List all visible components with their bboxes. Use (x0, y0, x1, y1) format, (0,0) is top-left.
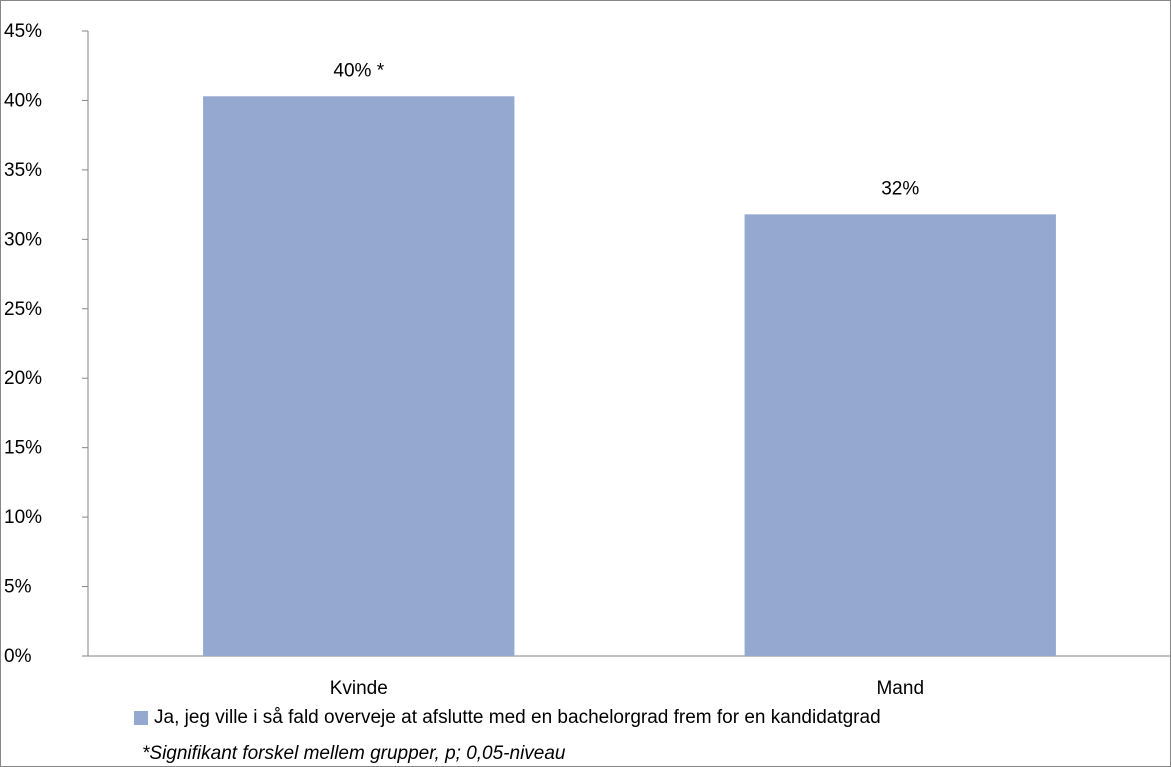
y-tick-label: 20% (4, 368, 42, 389)
y-tick-label: 5% (4, 577, 32, 598)
footnote: *Signifikant forskel mellem grupper, p; … (142, 743, 566, 764)
category-label: Mand (876, 678, 924, 699)
data-label: 32% (881, 178, 919, 199)
y-tick-label: 0% (4, 646, 32, 667)
y-tick-label: 30% (4, 229, 42, 250)
category-label: Kvinde (330, 678, 388, 699)
bar-mand (744, 214, 1056, 657)
y-tick-label: 25% (4, 299, 42, 320)
legend-label: Ja, jeg ville i så fald overveje at afsl… (154, 707, 881, 728)
data-label: 40% * (333, 60, 384, 81)
y-tick-label: 35% (4, 160, 42, 181)
y-tick-label: 45% (4, 21, 42, 42)
legend-swatch (134, 711, 148, 725)
y-tick-label: 40% (4, 90, 42, 111)
y-tick-label: 15% (4, 438, 42, 459)
bar-kvinde (203, 96, 515, 657)
y-tick-label: 10% (4, 507, 42, 528)
legend: Ja, jeg ville i så fald overveje at afsl… (134, 706, 881, 730)
